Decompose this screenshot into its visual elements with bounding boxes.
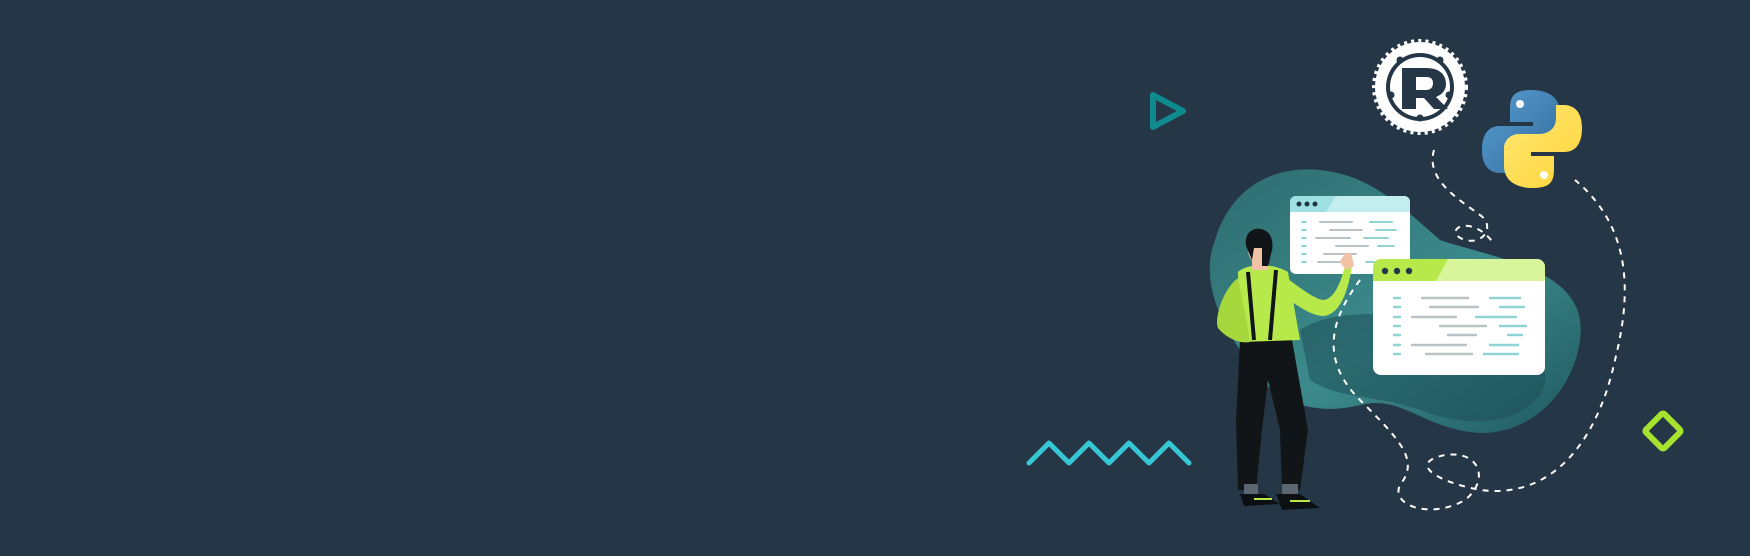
developer-figure <box>1216 228 1354 510</box>
python-logo-icon <box>1482 90 1582 188</box>
rust-logo-icon <box>1372 39 1468 135</box>
dashed-path-left <box>1431 149 1496 246</box>
code-window-large <box>1373 259 1545 375</box>
dashed-path-bottom <box>1332 179 1626 511</box>
play-triangle-icon <box>1150 92 1186 130</box>
diamond-decoration <box>1642 410 1684 452</box>
code-window-small <box>1290 196 1410 274</box>
zigzag-decoration <box>1026 440 1192 466</box>
